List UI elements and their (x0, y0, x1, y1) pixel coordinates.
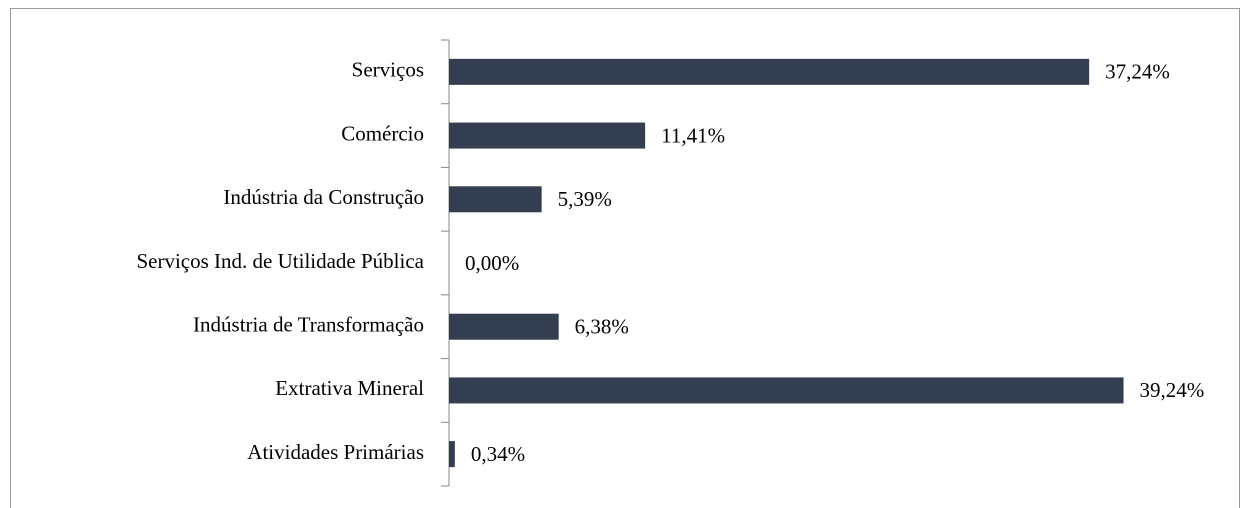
value-label: 5,39% (558, 187, 612, 211)
category-label: Comércio (341, 121, 424, 145)
value-label: 0,00% (465, 251, 519, 275)
bar (449, 122, 646, 149)
value-label: 0,34% (471, 442, 525, 466)
value-label: 39,24% (1140, 378, 1205, 402)
bar (449, 377, 1124, 404)
category-label: Extrativa Mineral (275, 376, 424, 400)
value-label: 11,41% (661, 123, 725, 147)
bar (449, 313, 559, 340)
bar (449, 186, 542, 213)
category-label: Indústria da Construção (223, 185, 424, 209)
frame (10, 8, 1240, 508)
category-label: Serviços (352, 58, 424, 82)
category-label: Serviços Ind. de Utilidade Pública (136, 249, 424, 273)
category-label: Atividades Primárias (247, 440, 424, 464)
value-label: 6,38% (575, 315, 629, 339)
bar (449, 58, 1090, 85)
value-label: 37,24% (1105, 60, 1170, 84)
bar (449, 441, 455, 468)
category-label: Indústria de Transformação (193, 313, 424, 337)
